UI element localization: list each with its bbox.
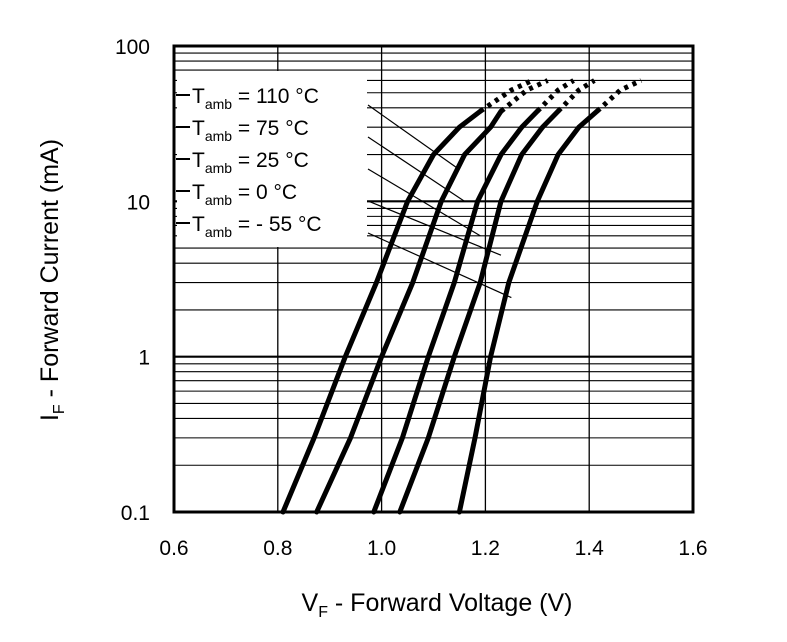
legend-entry-symbol: T: [192, 117, 205, 140]
y-tick-labels: 0.1 1 10 100: [115, 36, 150, 525]
x-axis-label-main: V: [302, 589, 319, 617]
y-tick-label: 1: [138, 347, 150, 370]
x-tick-label: 1.2: [471, 537, 500, 560]
y-tick-label: 10: [127, 191, 150, 214]
legend-leader-line-1: [367, 104, 460, 171]
x-tick-label: 0.6: [159, 537, 188, 560]
y-axis-label-main: I: [36, 414, 64, 421]
x-axis-label-rest: - Forward Voltage (V): [328, 589, 573, 617]
legend-background: [177, 71, 367, 247]
y-tick-label: 100: [115, 36, 150, 59]
series-line-4: [397, 108, 561, 515]
legend-entry-subscript: amb: [205, 160, 232, 176]
legend-entry-5: Tamb = - 55 °C: [192, 213, 322, 240]
legend-entry-subscript: amb: [205, 96, 232, 112]
y-axis-label: IF - Forward Current (mA): [36, 139, 68, 421]
legend-entry-text: = 0 °C: [232, 181, 297, 204]
series-line-2: [314, 108, 504, 515]
legend-entry-text: = 75 °C: [232, 117, 309, 140]
series-dotted-extension-3: [535, 78, 575, 114]
legend-entry-3: Tamb = 25 °C: [192, 149, 309, 176]
legend-leader-line-3: [367, 168, 481, 237]
series-dotted-extension-1: [478, 78, 534, 114]
series-line-1: [280, 108, 483, 515]
y-tick-label: 0.1: [121, 502, 150, 525]
legend-leader-line-2: [367, 136, 465, 202]
legend-entry-subscript: amb: [205, 128, 232, 144]
x-axis-label-sub: F: [318, 604, 328, 621]
legend-entry-symbol: T: [192, 85, 205, 108]
x-axis-label: VF - Forward Voltage (V): [302, 589, 573, 621]
legend-entry-text: = - 55 °C: [232, 213, 322, 236]
legend-entry-text: = 25 °C: [232, 149, 309, 172]
series-line-5: [456, 108, 600, 515]
x-tick-label: 1.6: [678, 537, 707, 560]
legend-entry-4: Tamb = 0 °C: [192, 181, 297, 208]
legend-entry-subscript: amb: [205, 192, 232, 208]
y-axis-label-rest: - Forward Current (mA): [36, 139, 64, 404]
x-tick-labels: 0.6 0.8 1.0 1.2 1.4 1.6: [159, 537, 707, 560]
legend-entry-1: Tamb = 110 °C: [192, 85, 319, 112]
legend-entry-2: Tamb = 75 °C: [192, 117, 309, 144]
legend-entry-symbol: T: [192, 213, 205, 236]
legend-entry-symbol: T: [192, 149, 205, 172]
x-tick-label: 0.8: [263, 537, 292, 560]
legend-entry-subscript: amb: [205, 224, 232, 240]
series-line-3: [371, 108, 540, 515]
legend-entry-text: = 110 °C: [232, 85, 319, 108]
plot-frame: [172, 44, 695, 514]
series-dotted-extension-4: [556, 78, 596, 114]
x-tick-label: 1.4: [575, 537, 605, 560]
curves: [280, 78, 643, 515]
legend-entry-symbol: T: [192, 181, 205, 204]
series-dotted-extension-5: [595, 78, 643, 114]
x-tick-label: 1.0: [367, 537, 396, 560]
series-dotted-extension-2: [499, 78, 549, 114]
y-axis-label-sub: F: [51, 404, 68, 414]
